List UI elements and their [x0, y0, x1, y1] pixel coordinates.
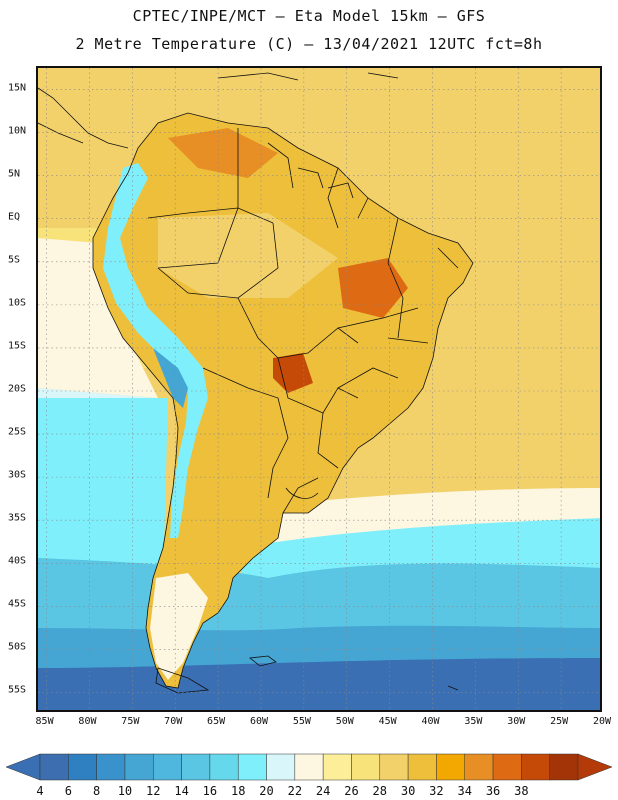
colorbar-tick-label: 14: [174, 784, 189, 798]
chart-title: CPTEC/INPE/MCT – Eta Model 15km – GFS: [132, 7, 486, 25]
central-america-outline: [38, 72, 399, 149]
lon-tick-label: 40W: [421, 716, 440, 727]
map-panel: [36, 66, 602, 712]
colorbar-cell: [436, 753, 465, 781]
colorbar-tick-label: 8: [93, 784, 101, 798]
colorbar-tick-label: 28: [372, 784, 388, 798]
colorbar-cell: [124, 753, 154, 781]
lat-tick-label: 40S: [8, 555, 27, 567]
lat-tick-label: 30S: [8, 469, 27, 481]
andes-cold-core: [153, 348, 188, 408]
colorbar-cell: [492, 753, 522, 781]
lon-tick-label: 25W: [550, 716, 569, 727]
colorbar-cell: [351, 753, 381, 781]
colorbar-cell: [379, 753, 409, 781]
colorbar-tick-label: 32: [429, 784, 444, 798]
lat-tick-label: 45S: [8, 598, 27, 610]
islands-outline: [155, 655, 459, 694]
colorbar-tick-label: 30: [400, 784, 416, 798]
lon-tick-label: 70W: [164, 716, 183, 727]
colorbar-cell: [153, 753, 182, 781]
lon-tick-label: 20W: [592, 716, 612, 727]
colorbar-cell: [407, 753, 437, 781]
lat-tick-label: 5N: [8, 168, 21, 180]
temperature-map: [38, 68, 600, 710]
colorbar-tick-label: 24: [315, 784, 331, 798]
country-borders: [92, 112, 474, 689]
colorbar-cell: [266, 753, 296, 781]
warm-region-amazon: [158, 213, 338, 298]
lon-tick-label: 60W: [249, 716, 268, 727]
colorbar-cell: [237, 753, 267, 781]
colorbar-cell: [521, 753, 550, 781]
lon-tick-label: 85W: [35, 716, 54, 727]
lat-tick-label: 15S: [8, 340, 27, 352]
colorbar-tick-label: 18: [230, 784, 246, 798]
colorbar-cell: [294, 753, 324, 781]
colorbar-cell: [464, 753, 494, 781]
lon-tick-label: 30W: [507, 716, 526, 727]
colorbar-cell: [209, 753, 239, 781]
lat-tick-label: 5S: [8, 254, 21, 266]
lat-tick-label: 25S: [8, 426, 27, 438]
colorbar-tick-label: 38: [514, 784, 529, 798]
colorbar-cell: [181, 753, 211, 781]
lat-tick-label: 10N: [8, 125, 27, 137]
lat-tick-label: 50S: [8, 641, 27, 653]
lat-tick-label: 20S: [8, 383, 27, 395]
lon-tick-label: 80W: [78, 716, 97, 727]
ocean-band-temperate: [38, 398, 168, 588]
chart-subtitle: 2 Metre Temperature (C) – 13/04/2021 12U…: [75, 35, 543, 53]
colorbar-tick-label: 36: [485, 784, 501, 798]
hot-region-venezuela: [168, 128, 278, 178]
colorbar-cell: [549, 753, 579, 781]
colorbar-cell: [96, 753, 126, 781]
lon-tick-label: 50W: [335, 716, 354, 727]
colorbar-tick-label: 34: [457, 784, 472, 798]
colorbar-tick-label: 6: [64, 784, 72, 798]
color-legend: [5, 753, 613, 781]
lon-tick-label: 45W: [378, 716, 397, 727]
colorbar-tick-label: 20: [259, 784, 274, 798]
colorbar-cell: [39, 753, 69, 781]
lon-tick-label: 55W: [292, 716, 311, 727]
lon-tick-label: 65W: [207, 716, 226, 727]
patagonia-cool: [150, 573, 208, 680]
colorbar-tick-label: 22: [287, 784, 303, 798]
lat-tick-label: 15N: [8, 82, 27, 94]
colorbar-tick-label: 26: [344, 784, 359, 798]
hot-region-pantanal: [273, 353, 313, 393]
lat-tick-label: 55S: [8, 684, 27, 696]
lat-tick-label: EQ: [8, 211, 21, 223]
colorbar-min-arrow: [5, 753, 41, 781]
colorbar-max-arrow: [577, 753, 613, 781]
lat-tick-label: 35S: [8, 512, 27, 524]
colorbar-cell: [68, 753, 97, 781]
colorbar-tick-label: 12: [146, 784, 161, 798]
colorbar-cell: [322, 753, 352, 781]
colorbar-tick-label: 16: [202, 784, 218, 798]
colorbar-tick-label: 10: [117, 784, 133, 798]
lat-tick-label: 10S: [8, 297, 27, 309]
lon-tick-label: 75W: [121, 716, 140, 727]
lon-tick-label: 35W: [464, 716, 483, 727]
hot-region-central-brazil: [338, 258, 408, 318]
colorbar-tick-label: 4: [36, 784, 44, 798]
ocean-band-pacific-mild: [38, 238, 158, 398]
